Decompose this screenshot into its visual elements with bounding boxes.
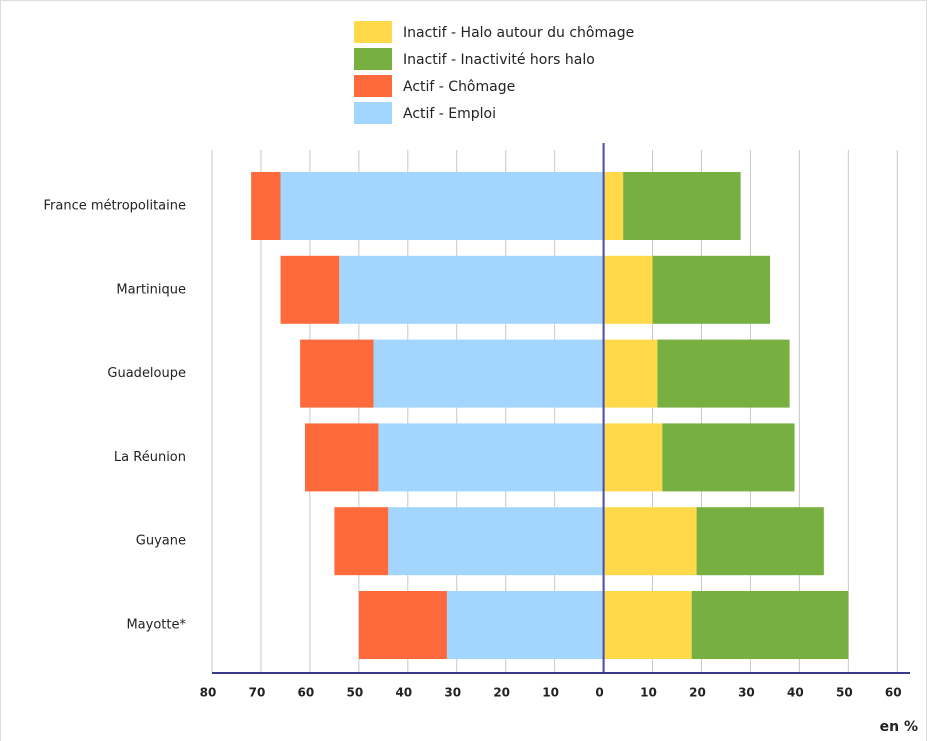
x-tick-label: 70 bbox=[249, 686, 266, 700]
bar-segment bbox=[603, 591, 692, 659]
bar-segment bbox=[378, 423, 604, 492]
legend-swatch bbox=[354, 102, 392, 124]
bar-segment bbox=[388, 507, 604, 576]
bar-segment bbox=[300, 339, 374, 408]
x-tick-label: 30 bbox=[444, 686, 461, 700]
y-tick-label: Guadeloupe bbox=[107, 366, 186, 381]
bar-segment bbox=[696, 507, 824, 576]
x-tick-label: 20 bbox=[689, 686, 706, 700]
legend-label: Actif - Emploi bbox=[403, 106, 496, 122]
x-tick-label: 80 bbox=[200, 686, 217, 700]
x-tick-label: 30 bbox=[738, 686, 755, 700]
legend-swatch bbox=[354, 75, 392, 97]
legend-swatch bbox=[354, 21, 392, 43]
bar-segment bbox=[652, 255, 771, 324]
legend-label: Inactif - Inactivité hors halo bbox=[403, 52, 595, 68]
x-tick-label: 60 bbox=[885, 686, 902, 700]
bar-segment bbox=[373, 339, 604, 408]
legend-label: Inactif - Halo autour du chômage bbox=[403, 25, 634, 41]
y-tick-label: La Réunion bbox=[114, 450, 186, 465]
bar-segment bbox=[446, 591, 604, 659]
x-tick-label: 50 bbox=[836, 686, 853, 700]
bar-segment bbox=[358, 591, 447, 659]
bar-segment bbox=[334, 507, 389, 576]
bar-segment bbox=[657, 339, 790, 408]
bar-segment bbox=[603, 255, 653, 324]
bar-segment bbox=[691, 591, 849, 659]
x-tick-label: 40 bbox=[787, 686, 804, 700]
y-tick-label: France métropolitaine bbox=[44, 199, 186, 214]
x-tick-label: 60 bbox=[298, 686, 315, 700]
bar-segment bbox=[305, 423, 379, 492]
legend-swatch bbox=[354, 48, 392, 70]
y-tick-label: Guyane bbox=[136, 534, 186, 549]
bar-segment bbox=[603, 172, 624, 240]
x-tick-label: 40 bbox=[395, 686, 412, 700]
x-tick-label: 0 bbox=[595, 686, 603, 700]
x-axis-label: en % bbox=[880, 719, 918, 735]
x-tick-label: 10 bbox=[542, 686, 559, 700]
bar-segment bbox=[251, 172, 281, 240]
y-tick-label: Martinique bbox=[116, 282, 186, 297]
bar-segment bbox=[603, 339, 658, 408]
x-tick-label: 20 bbox=[493, 686, 510, 700]
x-tick-label: 10 bbox=[640, 686, 657, 700]
bar-segment bbox=[623, 172, 741, 240]
bar-segment bbox=[280, 255, 340, 324]
bar-segment bbox=[662, 423, 795, 492]
bar-segment bbox=[603, 507, 697, 576]
bar-segment bbox=[339, 255, 604, 324]
bar-segment bbox=[280, 172, 604, 240]
y-tick-label: Mayotte* bbox=[126, 618, 186, 633]
x-tick-label: 50 bbox=[346, 686, 363, 700]
bar-segment bbox=[603, 423, 663, 492]
legend-label: Actif - Chômage bbox=[403, 79, 515, 95]
